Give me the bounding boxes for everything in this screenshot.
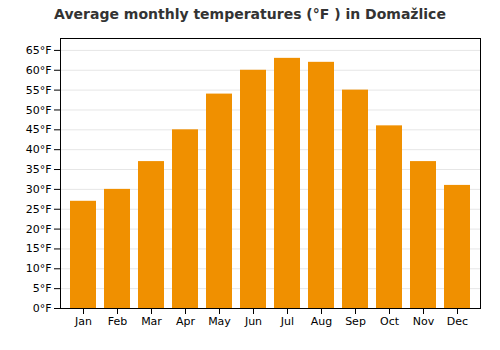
html-text:Average monthly temperatures (: Average monthly temperatures (°F ) in Do… xyxy=(54,6,446,22)
svg-text:Dec: Dec xyxy=(447,315,468,328)
svg-text:25°F: 25°F xyxy=(26,203,52,216)
svg-text:Jul: Jul xyxy=(280,315,294,328)
svg-text:15°F: 15°F xyxy=(26,242,52,255)
svg-text:65°F: 65°F xyxy=(26,44,52,57)
svg-text:Mar: Mar xyxy=(141,315,162,328)
svg-text:Jan: Jan xyxy=(74,315,92,328)
svg-text:60°F: 60°F xyxy=(26,64,52,77)
svg-text:Nov: Nov xyxy=(413,315,435,328)
svg-text:45°F: 45°F xyxy=(26,123,52,136)
svg-text:55°F: 55°F xyxy=(26,84,52,97)
svg-text:20°F: 20°F xyxy=(26,223,52,236)
svg-text:Jun: Jun xyxy=(244,315,262,328)
svg-text:35°F: 35°F xyxy=(26,163,52,176)
svg-text:50°F: 50°F xyxy=(26,103,52,116)
svg-text:0°F: 0°F xyxy=(33,302,52,315)
svg-text:30°F: 30°F xyxy=(26,183,52,196)
svg-text:Sep: Sep xyxy=(345,315,366,328)
svg-text:May: May xyxy=(208,315,231,328)
svg-text:10°F: 10°F xyxy=(26,262,52,275)
svg-text:Apr: Apr xyxy=(176,315,196,328)
svg-text:Feb: Feb xyxy=(108,315,127,328)
svg-text:Oct: Oct xyxy=(380,315,400,328)
svg-text:5°F: 5°F xyxy=(33,282,52,295)
svg-text:Aug: Aug xyxy=(311,315,332,328)
svg-text:40°F: 40°F xyxy=(26,143,52,156)
